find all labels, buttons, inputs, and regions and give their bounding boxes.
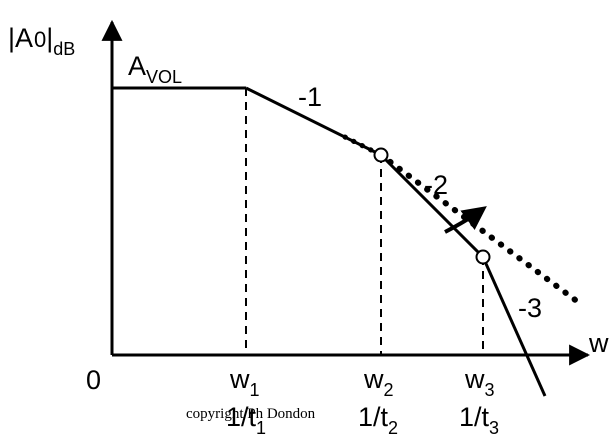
y-axis-label-close: | — [46, 23, 53, 53]
tick-t3-main: 1/t — [459, 402, 490, 432]
tick-t1-sub: 1 — [256, 418, 266, 438]
tick-w2-sub: 2 — [384, 380, 394, 400]
break-point-w3 — [475, 249, 491, 265]
tick-w3-label: w3 — [464, 364, 495, 400]
x-axis-label: w — [588, 328, 609, 358]
slope-minus-2-segment — [379, 153, 485, 259]
tick-t2-label: 1/t2 — [358, 402, 398, 438]
tick-t1-label: 1/t1 — [226, 402, 266, 438]
slope-label-first: -1 — [298, 82, 322, 112]
y-axis-label-unit: dB — [53, 39, 75, 59]
slope-minus-1-segment — [245, 86, 382, 157]
y-axis-label-main: |A — [8, 23, 33, 53]
tick-w2-label: w2 — [363, 364, 394, 400]
dotted-extension-minus-1 — [342, 134, 384, 158]
tick-w1-main: w — [229, 364, 250, 394]
dotted-extension-minus-2 — [378, 152, 581, 305]
tick-t2-sub: 2 — [388, 418, 398, 438]
tick-w2-main: w — [363, 364, 384, 394]
slope-label-third: -3 — [518, 293, 542, 323]
gain-label: AVOL — [128, 51, 182, 87]
tick-w3-main: w — [464, 364, 485, 394]
slope-minus-3-segment — [481, 256, 547, 397]
slope-change-arrow — [444, 206, 487, 234]
tick-w1-label: w1 — [229, 364, 260, 400]
slope-label-second: -2 — [424, 170, 448, 200]
y-axis-label-zero: 0 — [34, 27, 46, 52]
tick-t3-sub: 3 — [489, 418, 499, 438]
tick-w3-sub: 3 — [485, 380, 495, 400]
y-axis-label: |A0|dB — [8, 23, 75, 59]
tick-t2-main: 1/t — [358, 402, 389, 432]
copyright-text: copyright Ph Dondon — [186, 406, 316, 422]
tick-t3-label: 1/t3 — [459, 402, 499, 438]
gain-label-sub: VOL — [146, 67, 182, 87]
break-point-w2 — [373, 147, 389, 163]
gain-label-main: A — [128, 51, 146, 81]
tick-t1-main: 1/t — [226, 402, 257, 432]
origin-label: 0 — [86, 365, 101, 395]
tick-w1-sub: 1 — [250, 380, 260, 400]
